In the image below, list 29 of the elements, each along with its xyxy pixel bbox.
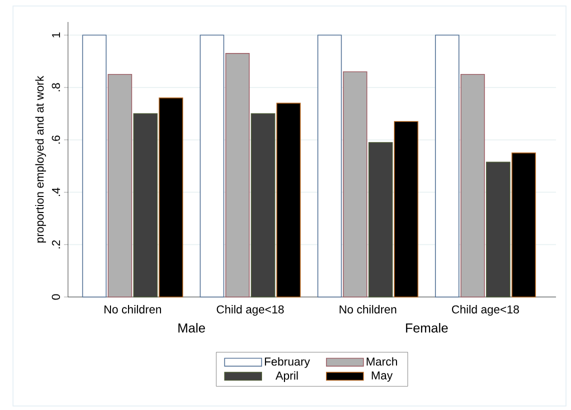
bar xyxy=(200,34,224,298)
bar xyxy=(435,34,460,298)
bar xyxy=(342,71,368,298)
bar xyxy=(133,113,158,298)
bar xyxy=(460,74,485,298)
y-tick-label: .6 xyxy=(52,136,60,144)
y-tick-label: .4 xyxy=(52,188,60,196)
text: Female xyxy=(406,323,448,333)
y-tick-label: 1 xyxy=(52,32,60,38)
x-tick-label: Child age<18 xyxy=(216,305,284,316)
legend-label: March xyxy=(366,357,398,366)
y-tick-label: .8 xyxy=(52,83,60,92)
bar xyxy=(317,34,342,298)
legend-label: February xyxy=(264,357,310,368)
x-tick-label: No children xyxy=(340,305,396,314)
legend-label: May xyxy=(372,371,393,382)
x-tick-label: Child age<18 xyxy=(452,305,519,316)
bar xyxy=(82,34,107,298)
y-axis-title: proportion employed and at work xyxy=(35,76,46,242)
bar xyxy=(250,113,276,298)
y-tick-label: .2 xyxy=(52,240,60,248)
y-tick-label: 0 xyxy=(52,294,60,300)
x-tick-label: No children xyxy=(104,305,161,314)
legend-label: April xyxy=(276,371,298,382)
bar xyxy=(225,53,250,298)
bar xyxy=(108,74,132,298)
bar xyxy=(486,162,510,298)
text: Male xyxy=(178,323,205,333)
bar xyxy=(368,142,393,298)
